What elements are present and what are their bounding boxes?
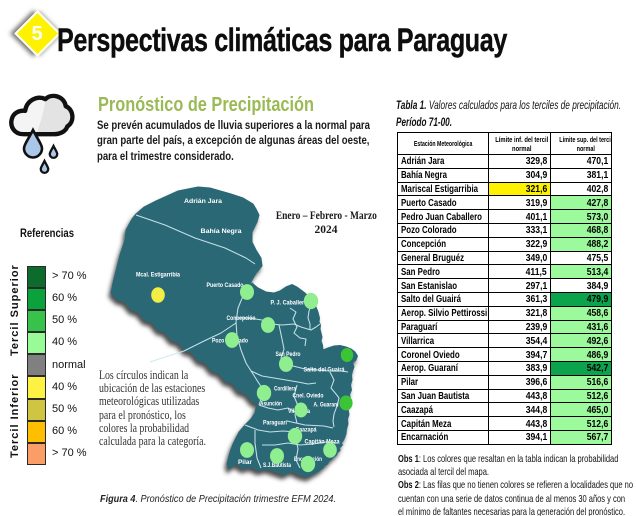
svg-text:Caazapá: Caazapá (296, 427, 317, 434)
svg-text:San Pedro: San Pedro (276, 351, 301, 358)
svg-text:Mcal. Estigarribia: Mcal. Estigarribia (136, 272, 180, 279)
svg-text:Puerto Casado: Puerto Casado (207, 282, 244, 289)
svg-text:Concepción: Concepción (227, 315, 256, 322)
svg-text:Paraguarí: Paraguarí (263, 420, 288, 427)
svg-text:Salto del Guairá: Salto del Guairá (304, 367, 345, 374)
svg-text:S.J.Bautista: S.J.Bautista (263, 462, 291, 469)
svg-text:Capitán Meza: Capitán Meza (305, 439, 340, 446)
svg-text:A. Guaraní: A. Guaraní (314, 402, 340, 409)
svg-text:Cordillera: Cordillera (274, 386, 296, 393)
svg-text:Asunción: Asunción (260, 401, 282, 408)
svg-text:P. J. Caballero: P. J. Caballero (271, 300, 308, 307)
svg-text:Adrián Jara: Adrián Jara (184, 198, 222, 205)
svg-text:Pilar: Pilar (238, 459, 252, 466)
svg-text:Cnel. Oviedo: Cnel. Oviedo (293, 393, 324, 400)
svg-text:Bahía Negra: Bahía Negra (201, 228, 242, 235)
